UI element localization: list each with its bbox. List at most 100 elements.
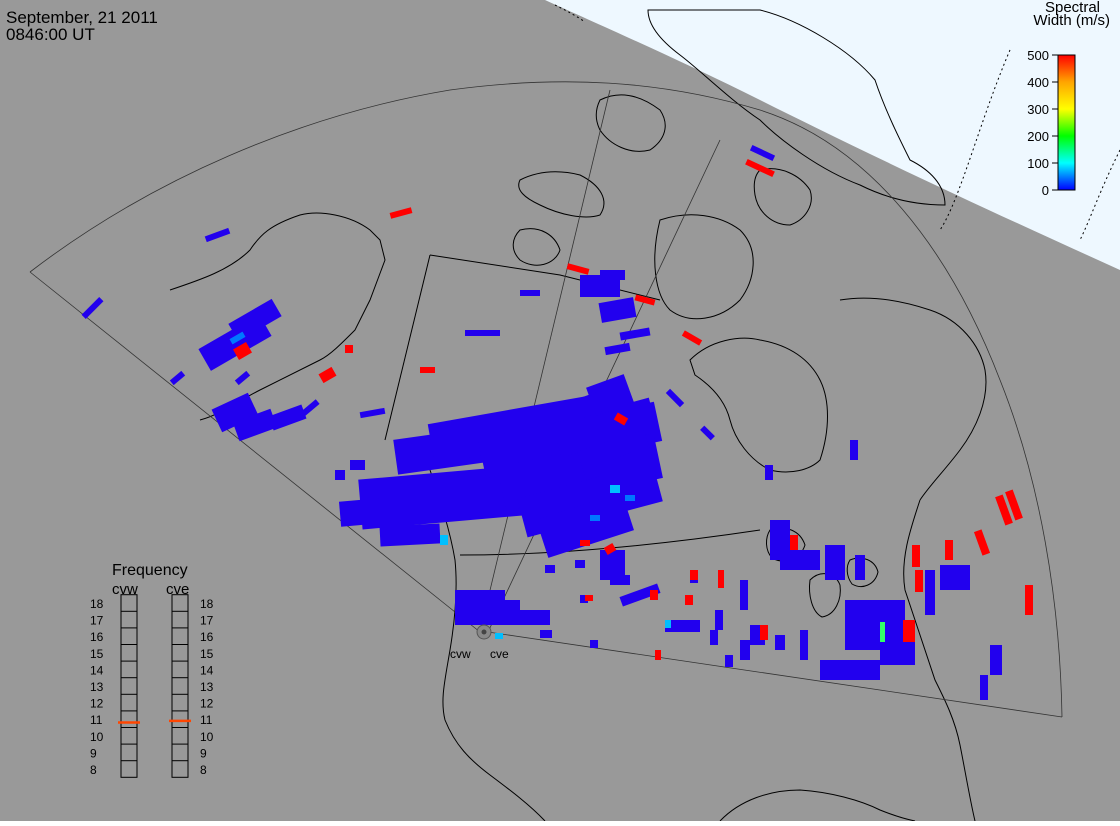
frequency-scale-label: 18 [200, 597, 214, 611]
scatter-cell [566, 263, 590, 275]
scatter-cell [890, 640, 915, 665]
frequency-scale-label: 16 [200, 630, 214, 644]
scatter-cell [915, 570, 923, 592]
scatter-cell [718, 570, 724, 588]
colorbar-tick-label: 100 [1027, 156, 1049, 171]
radar-fov [29, 81, 1063, 718]
scatter-cell [790, 535, 798, 550]
arctic-island-outline [595, 94, 666, 152]
scatter-cell [81, 297, 104, 319]
scatter-cell [940, 565, 970, 590]
scatter-cell [1005, 489, 1023, 521]
frequency-scale-label: 14 [200, 663, 214, 677]
scatter-cell [619, 327, 651, 341]
scatter-cell [740, 580, 748, 610]
scatter-cell [600, 270, 625, 280]
frequency-scale-label: 9 [90, 746, 97, 760]
frequency-scale-label: 10 [90, 730, 104, 744]
scatter-cell [540, 630, 552, 638]
scatter-cell [580, 540, 590, 546]
scatter-cell [604, 342, 631, 356]
fov-center-edge-cvw [479, 89, 611, 633]
scatter-cell [725, 655, 733, 667]
scatter-cell [580, 595, 588, 603]
frequency-radar-cvw: cvw [112, 581, 138, 598]
scatter-cell [850, 440, 858, 460]
scatter-cell [480, 600, 520, 625]
scatter-cell [318, 366, 337, 384]
scatter-cell [495, 633, 503, 639]
scatter-cell [204, 227, 231, 243]
frequency-scale-box [120, 594, 138, 778]
scatter-cell [745, 158, 775, 178]
scatter-cell [610, 575, 630, 585]
scatter-cell [575, 560, 585, 568]
colorbar-title-line2: Width (m/s) [1033, 12, 1110, 29]
scatter-cell [169, 370, 186, 386]
time-label: 0846:00 UT [6, 25, 95, 44]
scatter-cell [665, 620, 671, 628]
scatter-cell [552, 397, 658, 458]
colorbar-tick-label: 200 [1027, 129, 1049, 144]
scatter-cell [545, 565, 555, 573]
hudson-bay-outline [689, 337, 828, 473]
colorbar-title-line1: Spectral [1044, 0, 1100, 16]
gulf-coast-outline [719, 789, 916, 822]
scatter-cell [228, 298, 282, 342]
frequency-scale-label: 13 [200, 680, 214, 694]
scatter-cell [903, 620, 915, 642]
latitude-circle-dotted [939, 49, 1011, 231]
scatter-cell [465, 330, 500, 336]
scatter-cell [268, 404, 307, 431]
scatter-cell [685, 595, 693, 605]
scatter-cell [379, 523, 441, 547]
arctic-island-outline [518, 171, 605, 218]
scatter-cell [800, 630, 808, 660]
colorbar-tick-label: 400 [1027, 75, 1049, 90]
scatter-cell [780, 550, 820, 570]
radar-label-cve: cve [490, 647, 509, 661]
scatter-cells [81, 144, 1033, 700]
scatter-cell [234, 370, 251, 386]
frequency-scale-label: 8 [90, 763, 97, 777]
scatter-cell [880, 622, 885, 642]
great-lakes-outline [846, 557, 879, 587]
latitude-circle-dotted [554, 4, 586, 23]
scatter-cell [715, 610, 723, 630]
frequency-scale-label: 11 [200, 713, 213, 727]
scatter-cell [613, 412, 629, 426]
scatter-cell [760, 625, 768, 640]
scatter-cell [655, 650, 661, 660]
colorbar-tick-label: 500 [1027, 48, 1049, 63]
fov-outer-arc [29, 81, 1063, 718]
greenland-outline [647, 9, 946, 206]
labrador-coast-outline [839, 297, 987, 501]
scatter-cell [350, 460, 365, 470]
alaska-canada-border [384, 254, 431, 441]
colorbar: 500 400 300 200 100 0 [1027, 48, 1076, 198]
frequency-radar-cve: cve [166, 581, 189, 598]
scatter-cell [995, 494, 1013, 526]
colorbar-tick-label: 0 [1042, 183, 1049, 198]
frequency-scale-label: 18 [90, 597, 104, 611]
daylight-region [545, 0, 1120, 270]
frequency-scale-label: 15 [90, 647, 104, 661]
frequency-scale-label: 10 [200, 730, 214, 744]
fov-right-edge [487, 631, 1063, 718]
scatter-cell [925, 570, 935, 615]
scatter-cell [420, 367, 435, 373]
frequency-scale-box [171, 594, 189, 778]
arctic-island-outline [512, 228, 561, 266]
scatter-cell [610, 485, 620, 493]
scatter-cell [359, 407, 386, 419]
scatter-cell [520, 290, 540, 296]
scatter-cell [389, 207, 413, 219]
scatter-cell [775, 635, 785, 650]
radar-site-center [481, 629, 487, 635]
frequency-scale-label: 11 [90, 713, 103, 727]
arctic-island-outline [654, 214, 754, 320]
scatter-cell [596, 445, 659, 495]
scatter-cell [700, 425, 715, 441]
